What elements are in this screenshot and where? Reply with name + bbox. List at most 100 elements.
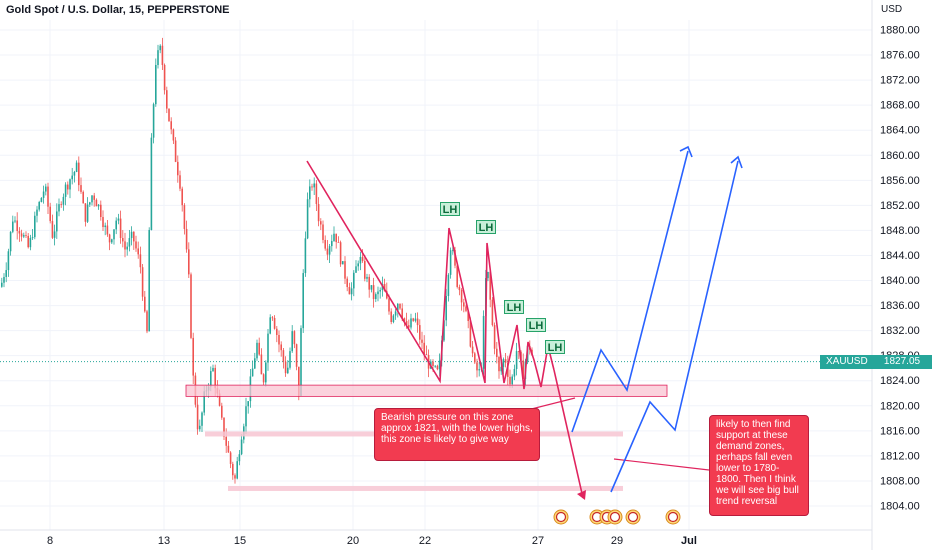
candle-body xyxy=(421,339,423,343)
flag-icon xyxy=(667,511,679,523)
candle-body xyxy=(456,265,458,287)
candle-body xyxy=(117,218,120,221)
candle-body xyxy=(115,220,117,230)
candle-body xyxy=(192,337,194,376)
candle-body xyxy=(229,452,232,464)
candle-body xyxy=(106,225,109,235)
candle-body xyxy=(260,354,263,375)
candle-body xyxy=(148,230,150,332)
candle-body xyxy=(496,348,498,357)
candle-body xyxy=(410,318,412,328)
candle-body xyxy=(64,184,67,197)
candle-body xyxy=(311,186,313,188)
candle-body xyxy=(276,328,278,335)
y-tick-label: 1812.00 xyxy=(880,450,920,462)
candle-body xyxy=(1,282,3,287)
candle-body xyxy=(82,191,84,204)
candle-body xyxy=(254,358,256,369)
candle-body xyxy=(93,195,95,200)
candle-body xyxy=(7,251,10,271)
y-tick-label: 1824.00 xyxy=(880,375,920,387)
candle-body xyxy=(161,45,164,65)
candle-body xyxy=(370,285,373,290)
y-tick-label: 1876.00 xyxy=(880,50,920,62)
candle-body xyxy=(408,325,410,328)
candle-body xyxy=(223,417,225,437)
demand-zone-2 xyxy=(228,485,623,491)
candle-body xyxy=(489,272,491,300)
candle-body xyxy=(119,218,122,239)
y-tick-label: 1856.00 xyxy=(880,175,920,187)
candle-body xyxy=(170,121,172,130)
candle-body xyxy=(240,439,243,455)
candle-body xyxy=(478,369,480,371)
candle-body xyxy=(401,308,403,319)
candle-body xyxy=(69,179,71,190)
x-tick-label: 20 xyxy=(347,535,359,547)
y-tick-label: 1852.00 xyxy=(880,200,920,212)
candle-body xyxy=(412,318,414,321)
y-tick-label: 1868.00 xyxy=(880,100,920,112)
candle-body xyxy=(135,241,137,249)
time-axis: 8 13 15 20 22 27 29 Jul xyxy=(47,535,697,547)
candle-body xyxy=(284,361,287,374)
candle-body xyxy=(95,199,98,207)
candle-body xyxy=(29,237,32,248)
y-tick-label: 1840.00 xyxy=(880,275,920,287)
lh-label-1: LH xyxy=(440,202,460,216)
candle-body xyxy=(366,276,368,279)
candle-body xyxy=(355,266,357,273)
candle-body xyxy=(34,215,36,238)
candle-body xyxy=(350,288,353,295)
candle-body xyxy=(432,361,434,366)
candle-body xyxy=(425,354,428,356)
candle-body xyxy=(289,351,291,368)
candle-body xyxy=(269,317,271,334)
candle-body xyxy=(491,299,494,326)
candle-body xyxy=(414,318,417,321)
candle-body xyxy=(159,45,161,51)
candle-body xyxy=(38,202,40,210)
candle-body xyxy=(181,188,183,206)
projection-path-2 xyxy=(610,160,739,493)
projection-arrowhead-1 xyxy=(679,145,693,158)
candle-body xyxy=(469,320,472,347)
candle-body xyxy=(221,405,223,418)
candle-body xyxy=(53,231,56,238)
candle-body xyxy=(111,239,113,243)
candle-body xyxy=(238,454,241,462)
candle-body xyxy=(245,406,247,427)
candle-body xyxy=(196,404,199,430)
candle-body xyxy=(137,248,139,255)
candle-body xyxy=(394,311,397,316)
candle-body xyxy=(23,235,25,237)
candle-body xyxy=(322,224,324,240)
candle-body xyxy=(339,242,342,265)
candle-body xyxy=(315,183,318,205)
candle-body xyxy=(203,391,205,413)
candle-body xyxy=(445,296,447,321)
candle-body xyxy=(449,250,452,275)
candle-body xyxy=(3,276,5,283)
candle-body xyxy=(168,108,170,122)
y-tick-label: 1820.00 xyxy=(880,400,920,412)
candle-body xyxy=(265,362,267,383)
candle-body xyxy=(287,367,289,374)
candle-body xyxy=(150,137,153,231)
candle-body xyxy=(212,367,214,372)
y-tick-label: 1816.00 xyxy=(880,425,920,437)
projection-path-1 xyxy=(571,150,689,433)
candle-body xyxy=(152,104,155,138)
candle-body xyxy=(476,362,478,371)
candle-body xyxy=(91,195,93,203)
candle-body xyxy=(465,306,467,311)
candle-body xyxy=(141,267,144,297)
candle-body xyxy=(416,318,419,326)
x-tick-label: 22 xyxy=(419,535,431,547)
candle-body xyxy=(157,50,159,65)
candle-body xyxy=(357,263,359,267)
candle-body xyxy=(423,342,425,355)
candle-body xyxy=(62,196,65,205)
x-tick-label: 15 xyxy=(234,535,246,547)
